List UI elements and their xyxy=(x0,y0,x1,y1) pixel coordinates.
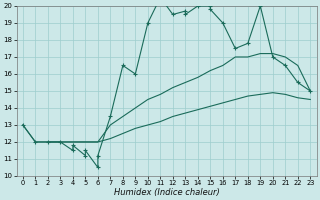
X-axis label: Humidex (Indice chaleur): Humidex (Indice chaleur) xyxy=(114,188,220,197)
